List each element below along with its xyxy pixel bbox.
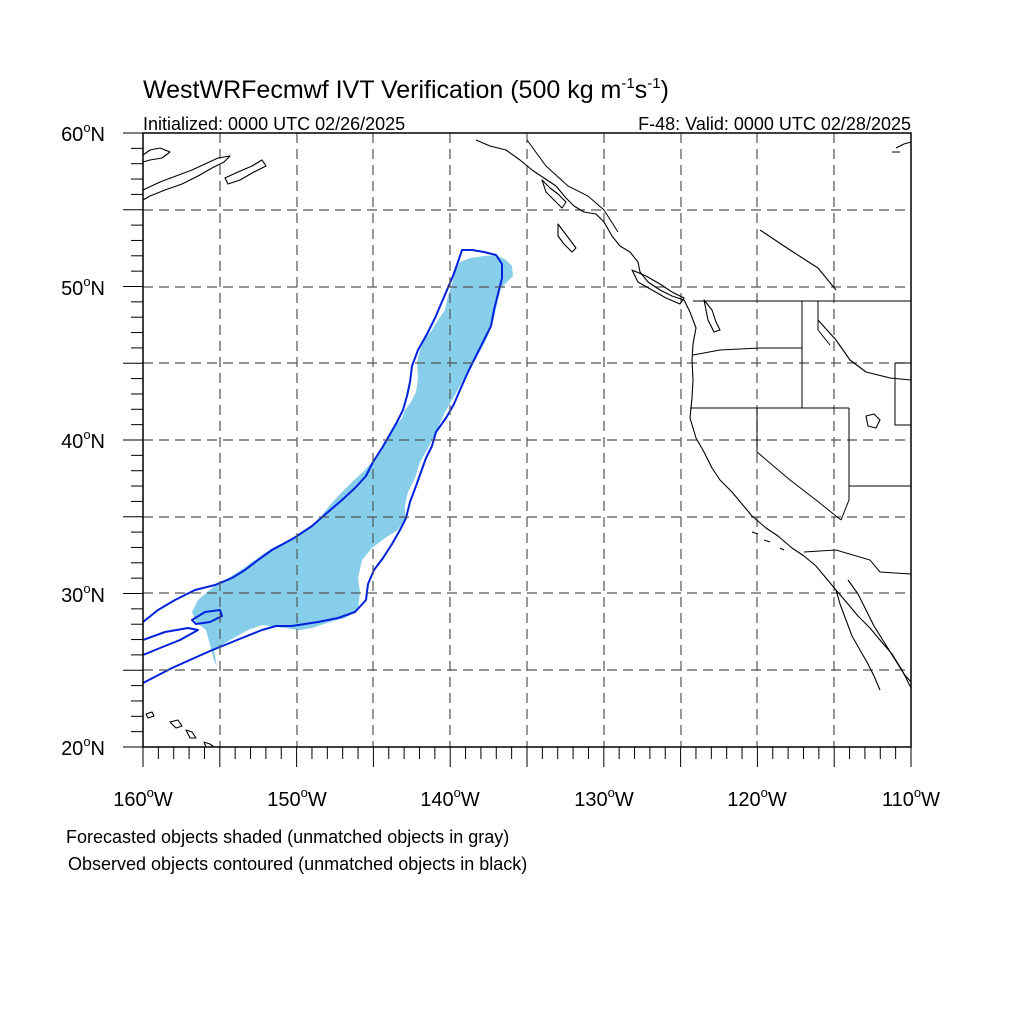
gulf-california-coast xyxy=(847,579,912,683)
canada-lakes xyxy=(759,229,912,381)
great-salt-lake xyxy=(865,413,881,429)
lat-label-40: 40oN xyxy=(61,427,105,453)
utah-border xyxy=(849,362,911,487)
lon-label-120w: 120oW xyxy=(727,785,787,811)
map-panel xyxy=(142,132,912,748)
lat-label-50: 50oN xyxy=(61,274,105,300)
hawaii-islands xyxy=(145,711,215,748)
alaska-panhandle-islands xyxy=(541,179,567,209)
vancouver-island-coast xyxy=(631,269,685,305)
puget-sound-coast xyxy=(703,299,721,333)
lon-label-110w: 110oW xyxy=(882,785,940,811)
observed-legend-note: Observed objects contoured (unmatched ob… xyxy=(68,854,527,874)
valid-time-label: F-48: Valid: 0000 UTC 02/28/2025 xyxy=(638,114,911,134)
forecast-legend-note: Forecasted objects shaded (unmatched obj… xyxy=(66,827,509,847)
lat-label-30: 30oN xyxy=(61,581,105,607)
coastlines xyxy=(142,139,912,748)
alaska-canada-border xyxy=(526,139,619,233)
haida-gwaii-coast xyxy=(557,223,577,253)
lon-label-140w: 140oW xyxy=(420,785,480,811)
longitude-labels: 160oW 150oW 140oW 130oW 120oW 110oW xyxy=(113,785,940,811)
lat-label-60: 60oN xyxy=(61,120,105,146)
observed-object-small-loop xyxy=(191,609,223,625)
montana-border xyxy=(817,301,831,346)
gulf-alaska-coast xyxy=(475,139,912,689)
hudson-bay-coast xyxy=(892,141,912,153)
forecast-object-shaded xyxy=(192,255,513,667)
initialized-label: Initialized: 0000 UTC 02/26/2025 xyxy=(143,114,405,134)
alaska-coast xyxy=(142,147,171,163)
california-nevada-border xyxy=(756,408,842,521)
latitude-labels: 60oN 50oN 40oN 30oN 20oN xyxy=(61,120,105,760)
baja-coast xyxy=(835,589,881,691)
us-mexico-border xyxy=(803,549,912,575)
lon-label-160w: 160oW xyxy=(113,785,173,811)
lon-label-130w: 130oW xyxy=(574,785,634,811)
tick-marks xyxy=(123,132,912,767)
graticule xyxy=(143,133,911,747)
channel-islands xyxy=(751,531,785,551)
kodiak-coast xyxy=(224,159,267,185)
map-title: WestWRFecmwf IVT Verification (500 kg m-… xyxy=(143,75,669,104)
alaska-peninsula-coast xyxy=(142,155,231,201)
washington-oregon-border xyxy=(692,347,802,356)
nevada-utah-border xyxy=(840,408,850,521)
lat-label-20: 20oN xyxy=(61,734,105,760)
lon-label-150w: 150oW xyxy=(267,785,327,811)
observed-object-contour xyxy=(142,249,503,684)
observed-object-contour-tail xyxy=(142,627,199,656)
political-borders xyxy=(526,139,912,575)
